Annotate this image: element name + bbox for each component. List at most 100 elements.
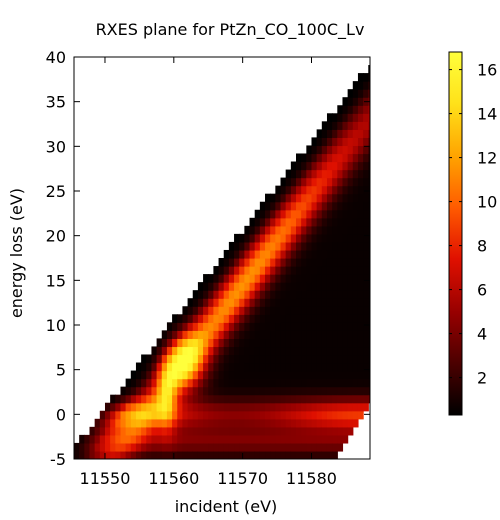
- heatmap-cell: [296, 378, 302, 388]
- heatmap-cell: [130, 426, 137, 436]
- heatmap-cell: [218, 402, 225, 412]
- heatmap-cell: [192, 362, 199, 372]
- heatmap-cell: [218, 378, 225, 388]
- heatmap-cell: [285, 201, 292, 211]
- heatmap-cell: [223, 266, 230, 275]
- heatmap-cell: [352, 402, 359, 412]
- heatmap-cell: [352, 322, 359, 331]
- heatmap-cell: [259, 370, 266, 380]
- heatmap-cell: [130, 394, 137, 404]
- heatmap-cell: [223, 282, 230, 291]
- heatmap-cell: [352, 378, 359, 388]
- heatmap-cell: [192, 418, 199, 428]
- heatmap-cell: [177, 330, 184, 339]
- heatmap-cell: [197, 394, 204, 404]
- heatmap-cell: [285, 217, 292, 227]
- heatmap-cell: [141, 394, 147, 404]
- heatmap-cell: [275, 241, 282, 251]
- heatmap-cell: [228, 241, 235, 251]
- heatmap-cell: [285, 185, 292, 195]
- heatmap-cell: [363, 137, 369, 147]
- heatmap-cell: [280, 322, 287, 331]
- heatmap-cell: [182, 346, 189, 356]
- heatmap-cell: [275, 370, 282, 380]
- heatmap-cell: [115, 418, 122, 428]
- heatmap-cell: [321, 121, 328, 130]
- heatmap-cell: [332, 370, 338, 380]
- heatmap-cell: [275, 362, 282, 372]
- heatmap-cell: [239, 330, 245, 339]
- heatmap-cell: [156, 402, 163, 412]
- heatmap-cell: [151, 362, 158, 372]
- heatmap-cell: [280, 330, 287, 339]
- heatmap-cell: [265, 225, 271, 235]
- heatmap-cell: [296, 434, 302, 444]
- heatmap-cell: [306, 249, 313, 259]
- heatmap-cell: [244, 249, 251, 259]
- heatmap-cell: [280, 370, 287, 380]
- heatmap-cell: [234, 314, 240, 323]
- heatmap-cell: [135, 442, 142, 452]
- heatmap-cell: [337, 386, 344, 396]
- heatmap-cell: [332, 121, 338, 130]
- heatmap-cell: [311, 378, 318, 388]
- heatmap-cell: [311, 185, 318, 195]
- heatmap-cell: [306, 266, 313, 275]
- heatmap-cell: [192, 330, 199, 339]
- heatmap-cell: [332, 201, 338, 211]
- heatmap-cell: [218, 266, 225, 275]
- heatmap-cell: [239, 386, 245, 396]
- heatmap-cell: [104, 426, 111, 436]
- heatmap-cell: [280, 314, 287, 323]
- heatmap-cell: [125, 378, 132, 388]
- heatmap-cell: [363, 201, 369, 211]
- heatmap-cell: [265, 274, 271, 283]
- heatmap-cell: [352, 314, 359, 323]
- heatmap-cell: [357, 185, 364, 195]
- heatmap-cell: [265, 386, 271, 396]
- heatmap-cell: [290, 217, 297, 227]
- heatmap-cell: [301, 434, 307, 444]
- heatmap-cell: [213, 346, 220, 356]
- heatmap-cell: [259, 346, 266, 356]
- heatmap-cell: [228, 426, 235, 436]
- heatmap-cell: [244, 338, 251, 348]
- heatmap-cell: [187, 410, 194, 420]
- heatmap-cell: [285, 354, 292, 364]
- heatmap-cell: [321, 386, 328, 396]
- heatmap-cell: [192, 346, 199, 356]
- heatmap-cell: [166, 386, 173, 396]
- heatmap-cell: [332, 322, 338, 331]
- heatmap-cell: [275, 249, 282, 259]
- colorbar-gradient: [448, 51, 463, 416]
- heatmap-cell: [347, 298, 354, 307]
- heatmap-cell: [347, 193, 354, 203]
- heatmap-cell: [197, 450, 204, 459]
- heatmap-cell: [342, 145, 349, 155]
- heatmap-cell: [342, 282, 349, 291]
- heatmap-cell: [290, 225, 297, 235]
- heatmap-cell: [265, 434, 271, 444]
- heatmap-cell: [311, 169, 318, 179]
- heatmap-cell: [337, 282, 344, 291]
- heatmap-cell: [166, 434, 173, 444]
- heatmap-cell: [182, 426, 189, 436]
- heatmap-cell: [166, 338, 173, 348]
- heatmap-cell: [166, 450, 173, 459]
- heatmap-cell: [280, 386, 287, 396]
- heatmap-cell: [228, 362, 235, 372]
- heatmap-cell: [249, 434, 256, 444]
- heatmap-cell: [265, 193, 271, 203]
- heatmap-cell: [357, 298, 364, 307]
- heatmap-cell: [244, 386, 251, 396]
- heatmap-cell: [332, 177, 338, 187]
- heatmap-cell: [244, 410, 251, 420]
- heatmap-cell: [352, 338, 359, 348]
- heatmap-cell: [94, 434, 101, 444]
- heatmap-cell: [172, 450, 178, 459]
- heatmap-cell: [352, 362, 359, 372]
- heatmap-cell: [270, 330, 276, 339]
- heatmap-cell: [244, 434, 251, 444]
- heatmap-cell: [270, 225, 276, 235]
